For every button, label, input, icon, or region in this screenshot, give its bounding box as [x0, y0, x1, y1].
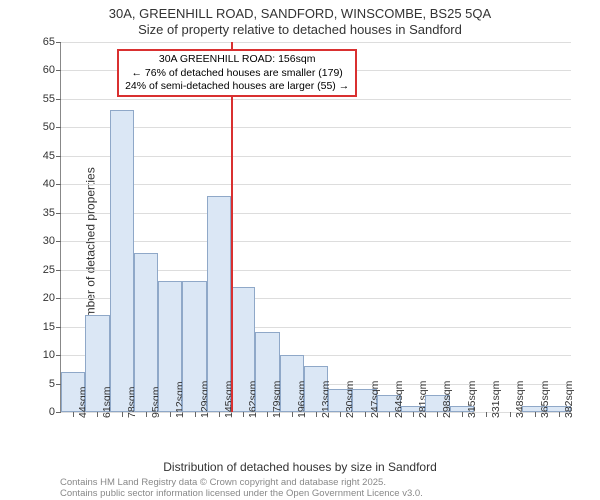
- xtick-mark: [559, 412, 560, 417]
- ytick-label: 60: [43, 64, 55, 76]
- xtick-mark: [243, 412, 244, 417]
- ytick-mark: [56, 70, 61, 71]
- histogram-bar: [207, 196, 231, 412]
- ytick-label: 40: [43, 178, 55, 190]
- histogram-bar: [110, 110, 134, 412]
- annotation-line2: ← 76% of detached houses are smaller (17…: [125, 67, 349, 80]
- xtick-mark: [535, 412, 536, 417]
- xtick-mark: [413, 412, 414, 417]
- xtick-label: 315sqm: [466, 381, 478, 418]
- gridline: [61, 241, 571, 242]
- gridline: [61, 156, 571, 157]
- x-axis-label: Distribution of detached houses by size …: [0, 460, 600, 474]
- annotation-box: 30A GREENHILL ROAD: 156sqm ← 76% of deta…: [117, 49, 357, 96]
- ytick-mark: [56, 213, 61, 214]
- ytick-mark: [56, 241, 61, 242]
- xtick-mark: [97, 412, 98, 417]
- ytick-mark: [56, 184, 61, 185]
- ytick-mark: [56, 156, 61, 157]
- annotation-line3: 24% of semi-detached houses are larger (…: [125, 80, 349, 93]
- xtick-mark: [170, 412, 171, 417]
- gridline: [61, 184, 571, 185]
- xtick-mark: [389, 412, 390, 417]
- chart-title-line1: 30A, GREENHILL ROAD, SANDFORD, WINSCOMBE…: [0, 6, 600, 21]
- xtick-label: 348sqm: [514, 381, 526, 418]
- ytick-mark: [56, 42, 61, 43]
- ytick-label: 20: [43, 292, 55, 304]
- xtick-mark: [365, 412, 366, 417]
- marker-vline: [231, 42, 233, 412]
- xtick-mark: [437, 412, 438, 417]
- xtick-mark: [195, 412, 196, 417]
- histogram-chart: 30A, GREENHILL ROAD, SANDFORD, WINSCOMBE…: [0, 0, 600, 500]
- xtick-mark: [122, 412, 123, 417]
- annotation-line1: 30A GREENHILL ROAD: 156sqm: [125, 53, 349, 66]
- ytick-label: 10: [43, 349, 55, 361]
- ytick-mark: [56, 327, 61, 328]
- xtick-label: 298sqm: [441, 381, 453, 418]
- xtick-mark: [462, 412, 463, 417]
- xtick-label: 382sqm: [563, 381, 575, 418]
- xtick-mark: [510, 412, 511, 417]
- ytick-label: 65: [43, 36, 55, 48]
- xtick-mark: [267, 412, 268, 417]
- ytick-mark: [56, 270, 61, 271]
- ytick-label: 45: [43, 150, 55, 162]
- xtick-mark: [340, 412, 341, 417]
- xtick-mark: [146, 412, 147, 417]
- xtick-label: 264sqm: [393, 381, 405, 418]
- xtick-label: 365sqm: [539, 381, 551, 418]
- ytick-label: 15: [43, 321, 55, 333]
- ytick-label: 25: [43, 264, 55, 276]
- plot-area: 30A GREENHILL ROAD: 156sqm ← 76% of deta…: [60, 42, 571, 413]
- ytick-label: 5: [49, 378, 55, 390]
- ytick-label: 55: [43, 93, 55, 105]
- ytick-mark: [56, 127, 61, 128]
- xtick-mark: [486, 412, 487, 417]
- xtick-mark: [292, 412, 293, 417]
- ytick-mark: [56, 298, 61, 299]
- ytick-mark: [56, 355, 61, 356]
- gridline: [61, 42, 571, 43]
- footer-line1: Contains HM Land Registry data © Crown c…: [60, 477, 386, 488]
- ytick-mark: [56, 412, 61, 413]
- gridline: [61, 213, 571, 214]
- xtick-mark: [316, 412, 317, 417]
- gridline: [61, 127, 571, 128]
- gridline: [61, 99, 571, 100]
- chart-title-line2: Size of property relative to detached ho…: [0, 22, 600, 37]
- ytick-label: 50: [43, 121, 55, 133]
- ytick-label: 30: [43, 235, 55, 247]
- ytick-mark: [56, 99, 61, 100]
- xtick-mark: [219, 412, 220, 417]
- xtick-mark: [73, 412, 74, 417]
- ytick-label: 0: [49, 406, 55, 418]
- ytick-label: 35: [43, 207, 55, 219]
- footer-line2: Contains public sector information licen…: [60, 488, 423, 499]
- xtick-label: 331sqm: [490, 381, 502, 418]
